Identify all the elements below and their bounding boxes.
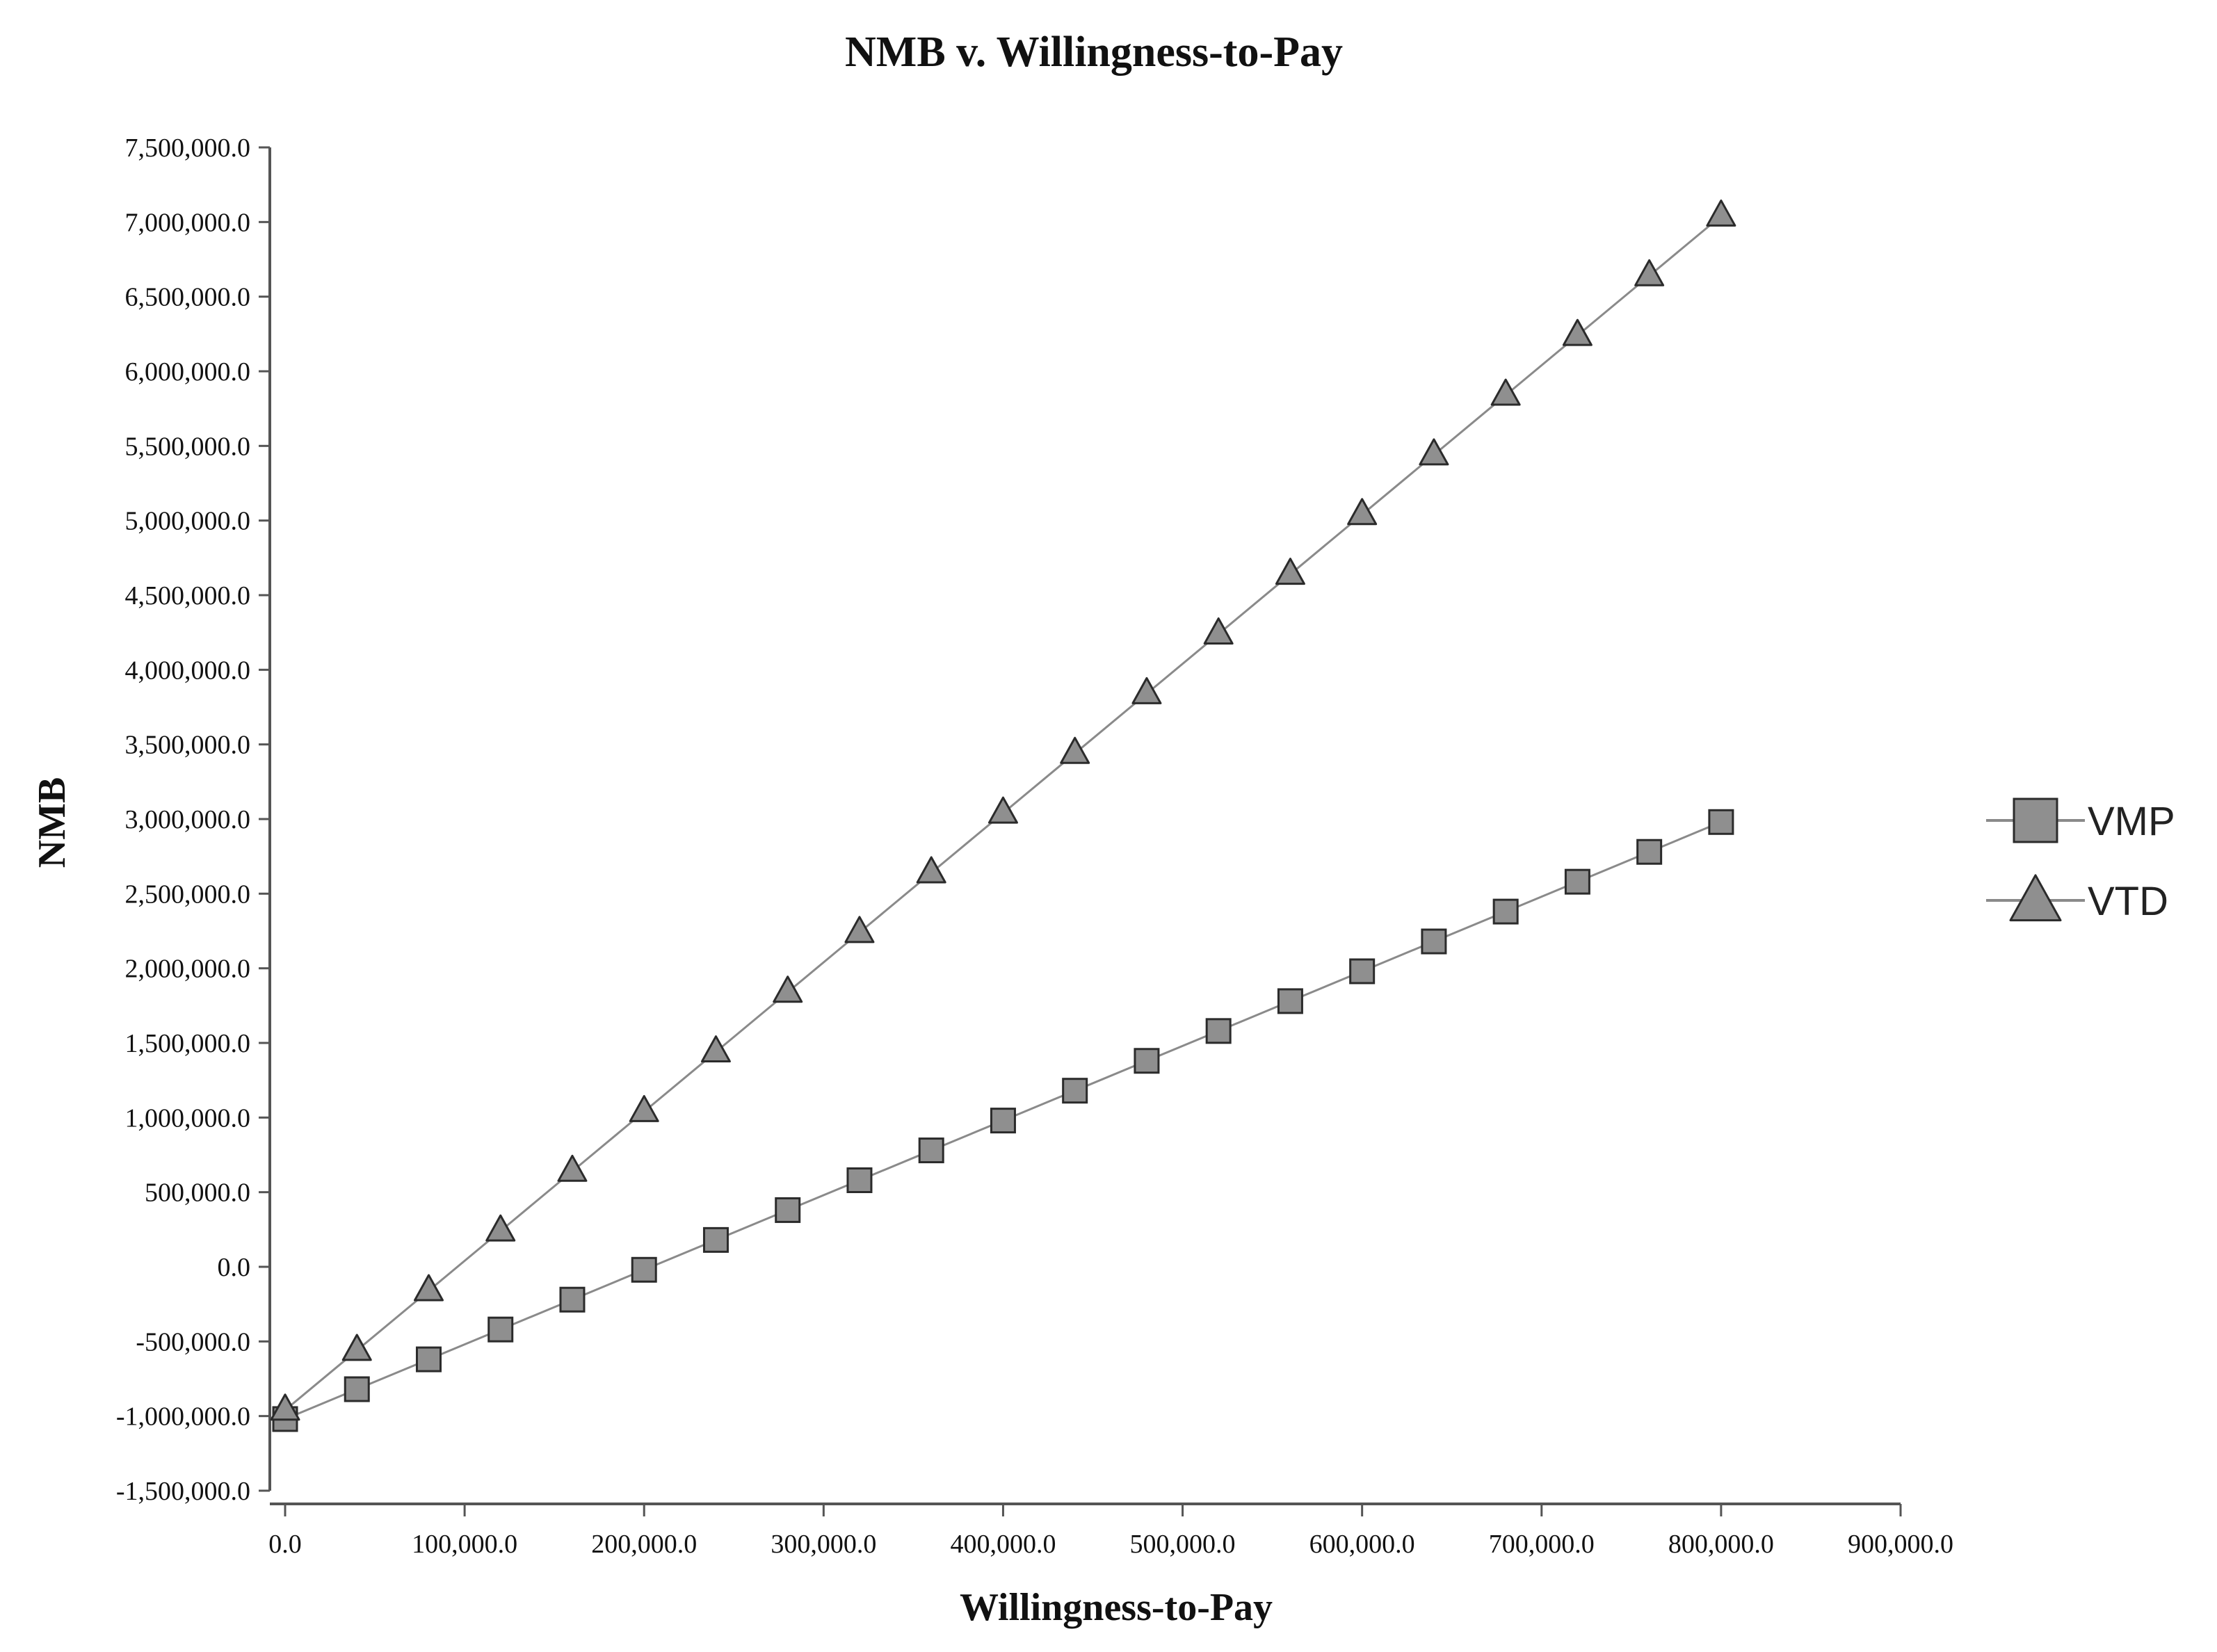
- data-point-vtd: [485, 1214, 516, 1242]
- data-point-vtd: [1490, 378, 1521, 406]
- data-point-vtd: [629, 1094, 659, 1122]
- data-point-vmp: [918, 1137, 944, 1164]
- legend: VMP VTD: [1986, 797, 2175, 924]
- data-point-vmp: [1349, 958, 1376, 985]
- data-point-vmp: [1636, 839, 1663, 865]
- y-tick-label: 7,500,000.0: [125, 133, 251, 163]
- data-point-vtd: [1131, 677, 1162, 704]
- y-tick-label: 6,500,000.0: [125, 283, 251, 312]
- y-tick-label: 0.0: [218, 1253, 251, 1282]
- data-point-vtd: [270, 1393, 300, 1421]
- data-point-vtd: [916, 856, 946, 884]
- data-point-vmp: [415, 1346, 442, 1372]
- data-point-vtd: [1203, 617, 1234, 645]
- axes: -1,500,000.0 -1,000,000.0 -500,000.0 0.0 500…: [116, 133, 1953, 1559]
- y-tick-label: -1,000,000.0: [116, 1402, 250, 1432]
- y-tick-label: 7,000,000.0: [125, 208, 251, 237]
- y-axis-title: NMB: [31, 777, 74, 868]
- data-point-vtd: [1419, 438, 1449, 466]
- data-point-vmp: [1564, 868, 1590, 895]
- x-tick-label: 300,000.0: [771, 1530, 876, 1559]
- series-markers: [270, 199, 1736, 1432]
- y-tick-label: 5,500,000.0: [125, 432, 251, 461]
- x-tick-label: 200,000.0: [591, 1530, 697, 1559]
- data-point-vmp: [702, 1226, 729, 1253]
- data-point-vtd: [844, 916, 875, 944]
- data-point-vmp: [559, 1286, 586, 1313]
- data-point-vmp: [1492, 898, 1519, 925]
- y-tick-label: 4,500,000.0: [125, 581, 251, 610]
- data-point-vtd: [1347, 498, 1378, 526]
- y-tick-label: 5,000,000.0: [125, 507, 251, 536]
- y-tick-label: -500,000.0: [136, 1327, 250, 1357]
- data-point-vtd: [1060, 736, 1090, 764]
- chart-title: NMB v. Willingness-to-Pay: [845, 29, 1343, 76]
- x-tick-label: 600,000.0: [1309, 1530, 1415, 1559]
- y-tick-label: 500,000.0: [145, 1179, 250, 1208]
- data-point-vmp: [1062, 1078, 1088, 1104]
- x-tick-label: 0.0: [268, 1530, 302, 1559]
- data-point-vtd: [1562, 318, 1593, 346]
- y-tick-label: 6,000,000.0: [125, 357, 251, 387]
- y-tick-label: -1,500,000.0: [116, 1477, 250, 1506]
- y-tick-label: 3,500,000.0: [125, 731, 251, 760]
- data-point-vtd: [557, 1154, 588, 1182]
- y-tick-label: 1,000,000.0: [125, 1103, 251, 1133]
- data-point-vtd: [700, 1035, 731, 1063]
- data-point-vtd: [341, 1334, 372, 1361]
- y-tick-label: 2,000,000.0: [125, 955, 251, 984]
- legend-label-vtd: VTD: [2088, 879, 2168, 924]
- x-tick-label: 700,000.0: [1489, 1530, 1595, 1559]
- data-point-vtd: [1275, 558, 1305, 585]
- data-point-vmp: [1277, 988, 1303, 1014]
- x-tick-label: 100,000.0: [412, 1530, 517, 1559]
- x-axis-title: Willingness-to-Pay: [960, 1586, 1273, 1629]
- data-point-vtd: [1634, 259, 1665, 286]
- y-tick-label: 2,500,000.0: [125, 880, 251, 909]
- x-tick-label: 800,000.0: [1668, 1530, 1774, 1559]
- legend-label-vmp: VMP: [2088, 799, 2175, 844]
- y-tick-label: 3,000,000.0: [125, 805, 251, 834]
- data-point-vmp: [1205, 1018, 1232, 1044]
- data-point-vmp: [487, 1316, 514, 1343]
- data-point-vmp: [775, 1197, 801, 1223]
- data-point-vmp: [344, 1376, 370, 1402]
- data-point-vmp: [1708, 809, 1734, 835]
- legend-marker-vmp: [2013, 797, 2058, 843]
- y-tick-label: 4,000,000.0: [125, 656, 251, 685]
- data-point-vtd: [987, 796, 1018, 824]
- data-point-vmp: [990, 1108, 1016, 1134]
- data-point-vtd: [1706, 199, 1736, 227]
- data-point-vtd: [773, 975, 803, 1003]
- data-point-vmp: [846, 1167, 873, 1193]
- y-tick-label: 1,500,000.0: [125, 1029, 251, 1058]
- x-tick-label: 400,000.0: [950, 1530, 1056, 1559]
- data-point-vmp: [1134, 1048, 1160, 1074]
- data-point-vtd: [413, 1274, 444, 1302]
- x-tick-label: 900,000.0: [1848, 1530, 1953, 1559]
- data-point-vmp: [1421, 928, 1447, 955]
- legend-marker-vtd: [2009, 874, 2062, 922]
- x-tick-label: 500,000.0: [1130, 1530, 1236, 1559]
- data-point-vmp: [631, 1256, 657, 1283]
